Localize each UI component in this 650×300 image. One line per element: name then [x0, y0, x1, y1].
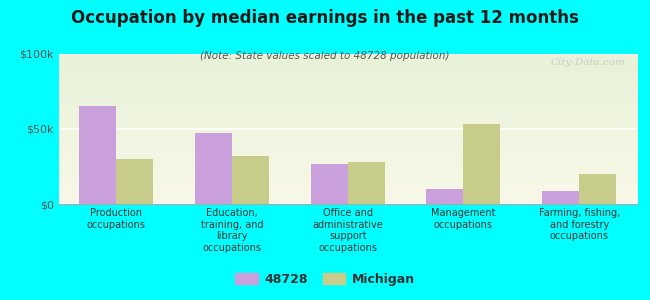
- Bar: [79, 106, 116, 204]
- Bar: [232, 156, 269, 204]
- Bar: [579, 174, 616, 204]
- Bar: [463, 124, 500, 204]
- Bar: [579, 174, 616, 204]
- Bar: [195, 134, 232, 204]
- Bar: [79, 106, 116, 204]
- Bar: [463, 124, 500, 204]
- Bar: [542, 190, 579, 204]
- Text: (Note: State values scaled to 48728 population): (Note: State values scaled to 48728 popu…: [200, 51, 450, 61]
- Bar: [116, 159, 153, 204]
- Bar: [311, 164, 348, 204]
- Bar: [311, 164, 348, 204]
- Bar: [232, 156, 269, 204]
- Legend: 48728, Michigan: 48728, Michigan: [231, 268, 419, 291]
- Bar: [542, 190, 579, 204]
- Bar: [348, 162, 385, 204]
- Bar: [426, 189, 463, 204]
- Bar: [348, 162, 385, 204]
- Bar: [195, 134, 232, 204]
- Text: City-Data.com: City-Data.com: [551, 58, 625, 68]
- Text: Occupation by median earnings in the past 12 months: Occupation by median earnings in the pas…: [71, 9, 579, 27]
- Bar: [426, 189, 463, 204]
- Bar: [116, 159, 153, 204]
